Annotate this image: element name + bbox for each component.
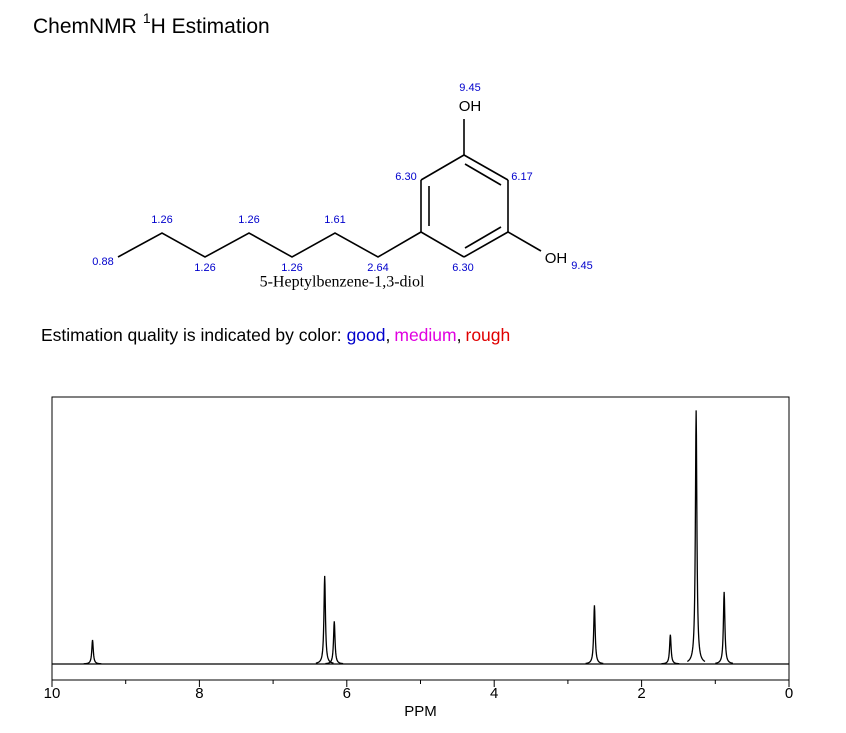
- molecule-name: 5-Heptylbenzene-1,3-diol: [260, 274, 425, 291]
- shift-label: 1.26: [281, 262, 302, 274]
- separator: ,: [386, 325, 391, 345]
- peak: [325, 621, 344, 665]
- shift-label: 1.26: [238, 214, 259, 226]
- peak: [315, 575, 334, 664]
- quality-note: Estimation quality is indicated by color…: [41, 325, 510, 345]
- title-superscript: 1: [143, 10, 151, 26]
- x-axis-label: PPM: [404, 703, 437, 720]
- x-tick-label: 0: [785, 685, 793, 702]
- quality-level: medium: [394, 325, 456, 345]
- shift-label: 1.26: [194, 262, 215, 274]
- group-label: OH: [459, 98, 482, 115]
- x-tick-label: 10: [44, 685, 61, 702]
- title-prefix: ChemNMR: [33, 15, 137, 38]
- shift-label: 9.45: [459, 82, 480, 94]
- shift-label: 6.30: [452, 262, 473, 274]
- peak: [83, 639, 102, 665]
- plot-frame: [51, 396, 790, 681]
- shift-label: 9.45: [571, 260, 592, 272]
- x-tick-label: 8: [195, 685, 203, 702]
- peak: [686, 410, 706, 663]
- shift-label: 1.61: [324, 214, 345, 226]
- quality-level: good: [347, 325, 386, 345]
- quality-level: rough: [466, 325, 511, 345]
- title: ChemNMR 1H Estimation: [33, 10, 270, 38]
- x-tick-label: 6: [343, 685, 351, 702]
- title-suffix: H Estimation: [151, 15, 270, 38]
- x-tick-label: 2: [637, 685, 645, 702]
- shift-label: 6.17: [511, 171, 532, 183]
- peak: [715, 591, 734, 664]
- shift-label: 6.30: [395, 171, 416, 183]
- x-tick-label: 4: [490, 685, 498, 702]
- shift-label: 0.88: [92, 256, 113, 268]
- note-text: Estimation quality is indicated by color…: [41, 325, 342, 345]
- separator: ,: [457, 325, 462, 345]
- peak: [661, 634, 680, 665]
- peak: [585, 605, 604, 665]
- group-label: OH: [545, 250, 568, 267]
- molecule-bonds: [117, 119, 542, 258]
- shift-label: 1.26: [151, 214, 172, 226]
- shift-label: 2.64: [367, 262, 388, 274]
